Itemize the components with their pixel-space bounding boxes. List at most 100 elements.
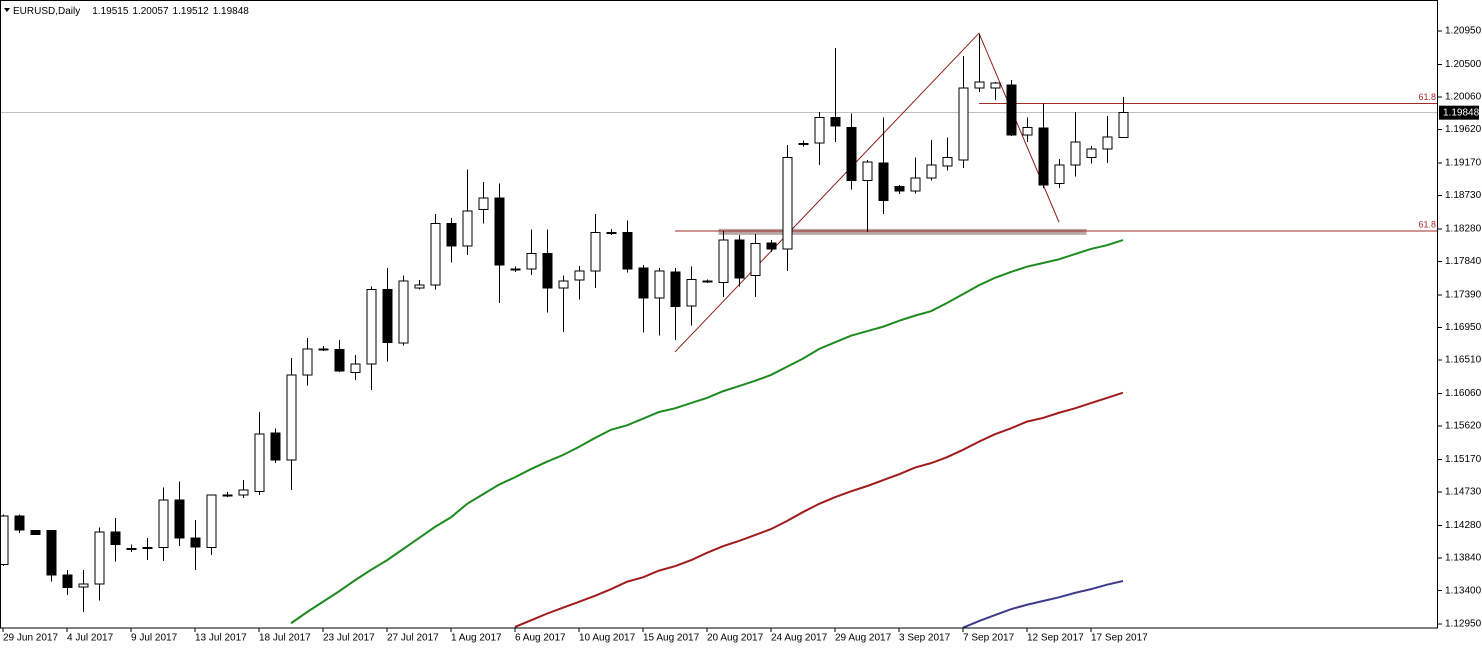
candle-body bbox=[1038, 127, 1049, 186]
candle-body bbox=[158, 499, 169, 549]
moving-average bbox=[962, 580, 1124, 628]
candle-body bbox=[78, 583, 89, 588]
candle-body bbox=[910, 177, 921, 192]
price-tag-label: 1.19848 bbox=[1443, 107, 1480, 118]
y-tick-label: 1.14280 bbox=[1445, 520, 1482, 531]
candle-body bbox=[958, 87, 969, 161]
candle-body bbox=[766, 242, 777, 250]
x-tick-label: 1 Aug 2017 bbox=[451, 633, 502, 644]
y-tick-label: 1.20950 bbox=[1445, 26, 1482, 37]
candle-body bbox=[542, 252, 553, 289]
candle-body bbox=[190, 537, 201, 548]
candle-body bbox=[430, 223, 441, 286]
candle-body bbox=[654, 270, 665, 299]
y-tick-label: 1.13400 bbox=[1445, 585, 1482, 596]
candle-body bbox=[222, 494, 233, 497]
candle-body bbox=[126, 547, 137, 550]
candle-body bbox=[622, 232, 633, 270]
candle-body bbox=[334, 349, 345, 372]
candle-body bbox=[590, 232, 601, 272]
candle-body bbox=[1070, 141, 1081, 166]
candle-body bbox=[1086, 148, 1097, 159]
candle-body bbox=[1054, 164, 1065, 185]
header-low: 1.19512 bbox=[173, 6, 210, 17]
moving-average bbox=[290, 239, 1124, 625]
candle-body bbox=[686, 278, 697, 307]
x-tick-label: 29 Jun 2017 bbox=[3, 633, 58, 644]
candle-body bbox=[750, 243, 761, 277]
y-tick-label: 1.18280 bbox=[1445, 224, 1482, 235]
moving-average bbox=[514, 391, 1124, 628]
candle-body bbox=[734, 239, 745, 279]
candle-body bbox=[318, 348, 329, 351]
x-tick-label: 20 Aug 2017 bbox=[707, 633, 764, 644]
candle-body bbox=[510, 268, 521, 271]
header-high: 1.20057 bbox=[132, 6, 169, 17]
candle-body bbox=[302, 348, 313, 376]
candle-body bbox=[414, 284, 425, 289]
candle-body bbox=[606, 232, 617, 235]
x-tick-label: 23 Jul 2017 bbox=[323, 633, 375, 644]
candle-body bbox=[350, 363, 361, 374]
x-tick-label: 29 Aug 2017 bbox=[835, 633, 892, 644]
candle-body bbox=[142, 547, 153, 550]
plot-frame bbox=[0, 0, 1438, 629]
y-tick-label: 1.13840 bbox=[1445, 553, 1482, 564]
candle-body bbox=[14, 515, 25, 531]
candle-body bbox=[926, 164, 937, 179]
y-tick-label: 1.19170 bbox=[1445, 158, 1482, 169]
support-zone bbox=[718, 228, 1087, 235]
x-tick-label: 17 Sep 2017 bbox=[1091, 633, 1148, 644]
candle-body bbox=[1022, 126, 1033, 136]
x-tick-label: 24 Aug 2017 bbox=[771, 633, 828, 644]
candle-body bbox=[702, 280, 713, 283]
candle-body bbox=[990, 82, 1001, 89]
candle-body bbox=[1006, 84, 1017, 136]
candle-body bbox=[286, 374, 297, 461]
header-close: 1.19848 bbox=[213, 6, 250, 17]
candle-body bbox=[1102, 136, 1113, 150]
candle-body bbox=[1118, 112, 1129, 138]
x-tick-label: 7 Sep 2017 bbox=[963, 633, 1015, 644]
candle-body bbox=[638, 267, 649, 299]
candle-body bbox=[254, 433, 265, 492]
chart-header: EURUSD,Daily 1.19515 1.20057 1.19512 1.19848 bbox=[13, 6, 249, 17]
y-tick-label: 1.12950 bbox=[1445, 619, 1482, 630]
y-tick-label: 1.16510 bbox=[1445, 355, 1482, 366]
x-tick-label: 27 Jul 2017 bbox=[387, 633, 439, 644]
candle-body bbox=[94, 531, 105, 585]
menu-triangle bbox=[4, 8, 10, 12]
candle-body bbox=[878, 162, 889, 202]
candle-body bbox=[526, 252, 537, 270]
y-tick-label: 1.20500 bbox=[1445, 59, 1482, 70]
x-tick-label: 3 Sep 2017 bbox=[899, 633, 951, 644]
header-open: 1.19515 bbox=[92, 6, 129, 17]
y-tick-label: 1.16060 bbox=[1445, 388, 1482, 399]
fib-level-label: 61.8 bbox=[1418, 92, 1436, 102]
y-tick-label: 1.17390 bbox=[1445, 290, 1482, 301]
x-tick-label: 15 Aug 2017 bbox=[643, 633, 700, 644]
candle-body bbox=[494, 197, 505, 266]
chart-title: EURUSD,Daily bbox=[13, 6, 80, 17]
candle-body bbox=[830, 117, 841, 127]
candle-body bbox=[782, 157, 793, 250]
fib-level-label: 61.8 bbox=[1418, 220, 1436, 230]
candle-body bbox=[846, 126, 857, 182]
candle-body bbox=[174, 499, 185, 539]
x-tick-label: 6 Aug 2017 bbox=[515, 633, 566, 644]
candle-body bbox=[718, 239, 729, 283]
candle-body bbox=[798, 143, 809, 146]
x-tick-label: 4 Jul 2017 bbox=[67, 633, 114, 644]
y-tick-label: 1.20060 bbox=[1445, 92, 1482, 103]
candle-body bbox=[46, 530, 57, 576]
candle-body bbox=[382, 289, 393, 343]
x-tick-label: 9 Jul 2017 bbox=[131, 633, 178, 644]
candle-body bbox=[478, 197, 489, 211]
candle-body bbox=[446, 223, 457, 247]
candle-body bbox=[894, 186, 905, 192]
candle-body bbox=[206, 494, 217, 549]
y-tick-label: 1.15620 bbox=[1445, 421, 1482, 432]
